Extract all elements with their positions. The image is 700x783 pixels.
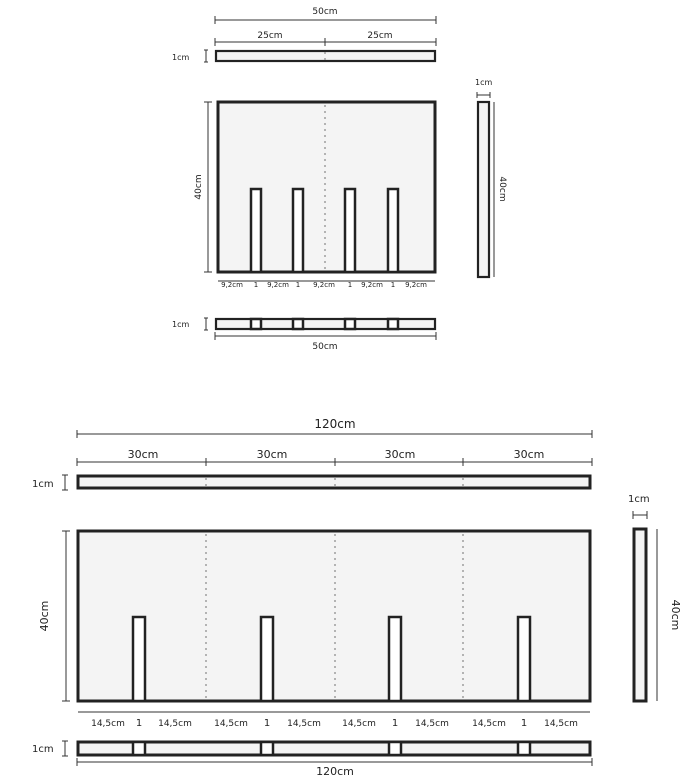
- large-slot-label: 1: [136, 718, 142, 729]
- large-gap-label: 14,5cm: [214, 719, 248, 729]
- small-slot: [249, 187, 263, 274]
- small-gap-label: 9,2cm: [221, 281, 243, 289]
- large-bottom-slot: [387, 740, 403, 757]
- small-bottom-slot: [291, 317, 305, 331]
- small-gap-label: 9,2cm: [361, 281, 383, 289]
- large-top-width-label: 120cm: [314, 417, 355, 431]
- small-top-thickness-label: 1cm: [172, 53, 189, 62]
- large-gap-label: 14,5cm: [472, 719, 506, 729]
- small-top-view-board: [214, 49, 437, 63]
- large-slot-label: 1: [264, 718, 270, 729]
- small-height-left-label: 40cm: [194, 174, 204, 199]
- large-quarter-label: 30cm: [385, 448, 416, 461]
- large-slot: [516, 615, 532, 703]
- large-gap-label: 14,5cm: [342, 719, 376, 729]
- large-slot-label: 1: [392, 718, 398, 729]
- large-bottom-slot: [516, 740, 532, 757]
- small-half-left-label: 25cm: [257, 31, 282, 41]
- large-gap-label: 14,5cm: [544, 719, 578, 729]
- large-slot-label: 1: [521, 718, 527, 729]
- small-slot-label: 1: [296, 281, 300, 289]
- large-side-thickness-label: 1cm: [628, 494, 650, 505]
- large-slot: [387, 615, 403, 703]
- small-half-right-label: 25cm: [367, 31, 392, 41]
- large-gap-label: 14,5cm: [415, 719, 449, 729]
- small-slot: [291, 187, 305, 274]
- small-bottom-slot: [386, 317, 400, 331]
- large-quarter-label: 30cm: [514, 448, 545, 461]
- large-bottom-width-label: 120cm: [316, 765, 354, 778]
- large-gap-label: 14,5cm: [287, 719, 321, 729]
- large-slot: [259, 615, 275, 703]
- small-height-right-label: 40cm: [497, 176, 507, 201]
- large-bottom-slot: [131, 740, 147, 757]
- large-bottom-thickness-label: 1cm: [32, 744, 54, 755]
- large-quarter-label: 30cm: [257, 448, 288, 461]
- large-height-right-label: 40cm: [669, 600, 682, 631]
- small-panel-group: 50cm 25cm 25cm 1cm 40cm 9,2cm 1 9,2cm: [172, 7, 507, 352]
- small-front-view-panel: [216, 100, 437, 274]
- small-gap-label: 9,2cm: [267, 281, 289, 289]
- large-gap-label: 14,5cm: [158, 719, 192, 729]
- small-slot-label: 1: [254, 281, 258, 289]
- large-top-view-board: [76, 474, 592, 490]
- large-quarter-label: 30cm: [128, 448, 159, 461]
- small-slot: [343, 187, 357, 274]
- large-top-thickness-label: 1cm: [32, 479, 54, 490]
- large-bottom-view-board: [76, 740, 592, 757]
- small-gap-label: 9,2cm: [405, 281, 427, 289]
- small-slot: [386, 187, 400, 274]
- large-front-view-panel: [76, 529, 592, 703]
- small-gap-label: 9,2cm: [313, 281, 335, 289]
- large-height-left-label: 40cm: [38, 601, 51, 632]
- small-bottom-slot: [343, 317, 357, 331]
- large-side-view-board: [632, 527, 648, 703]
- small-side-thickness-label: 1cm: [475, 78, 492, 87]
- large-panel-group: 120cm 30cm 30cm 30cm 30cm 1cm 40: [32, 417, 682, 778]
- small-bottom-view-board: [214, 317, 437, 331]
- small-bottom-thickness-label: 1cm: [172, 320, 189, 329]
- small-slot-label: 1: [391, 281, 395, 289]
- small-bottom-slot: [249, 317, 263, 331]
- large-gap-label: 14,5cm: [91, 719, 125, 729]
- small-top-width-label: 50cm: [312, 7, 337, 17]
- small-side-view-board: [476, 100, 491, 279]
- large-slot: [131, 615, 147, 703]
- large-bottom-slot: [259, 740, 275, 757]
- small-slot-label: 1: [348, 281, 352, 289]
- small-bottom-width-label: 50cm: [312, 342, 337, 352]
